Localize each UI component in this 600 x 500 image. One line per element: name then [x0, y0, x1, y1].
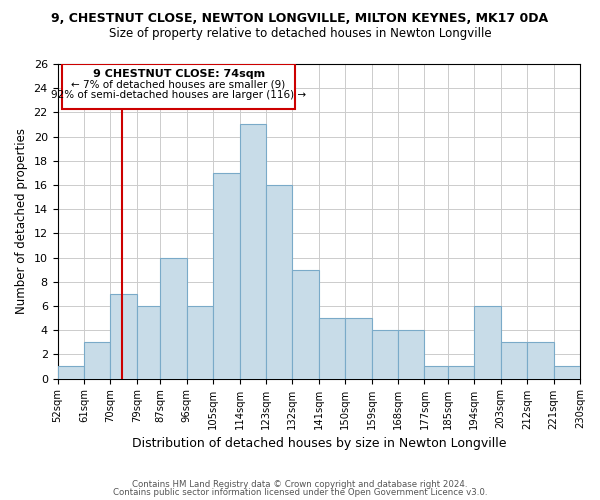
Bar	[187, 306, 213, 378]
Bar	[84, 342, 110, 378]
Bar	[424, 366, 448, 378]
Text: 9 CHESTNUT CLOSE: 74sqm: 9 CHESTNUT CLOSE: 74sqm	[92, 70, 265, 80]
Bar	[475, 306, 501, 378]
Bar	[554, 366, 580, 378]
Bar	[345, 318, 371, 378]
Bar	[239, 124, 266, 378]
Text: Size of property relative to detached houses in Newton Longville: Size of property relative to detached ho…	[109, 28, 491, 40]
Bar	[58, 366, 84, 378]
Bar	[319, 318, 345, 378]
Bar	[292, 270, 319, 378]
X-axis label: Distribution of detached houses by size in Newton Longville: Distribution of detached houses by size …	[131, 437, 506, 450]
Text: Contains public sector information licensed under the Open Government Licence v3: Contains public sector information licen…	[113, 488, 487, 497]
Text: 92% of semi-detached houses are larger (116) →: 92% of semi-detached houses are larger (…	[51, 90, 306, 100]
Bar	[398, 330, 424, 378]
Bar	[448, 366, 475, 378]
Y-axis label: Number of detached properties: Number of detached properties	[15, 128, 28, 314]
Bar	[110, 294, 137, 378]
Bar	[501, 342, 527, 378]
Bar	[371, 330, 398, 378]
FancyBboxPatch shape	[62, 64, 295, 109]
Text: 9, CHESTNUT CLOSE, NEWTON LONGVILLE, MILTON KEYNES, MK17 0DA: 9, CHESTNUT CLOSE, NEWTON LONGVILLE, MIL…	[52, 12, 548, 26]
Text: Contains HM Land Registry data © Crown copyright and database right 2024.: Contains HM Land Registry data © Crown c…	[132, 480, 468, 489]
Bar	[266, 185, 292, 378]
Bar	[527, 342, 554, 378]
Bar	[137, 306, 160, 378]
Bar	[160, 258, 187, 378]
Text: ← 7% of detached houses are smaller (9): ← 7% of detached houses are smaller (9)	[71, 80, 286, 90]
Bar	[213, 173, 239, 378]
